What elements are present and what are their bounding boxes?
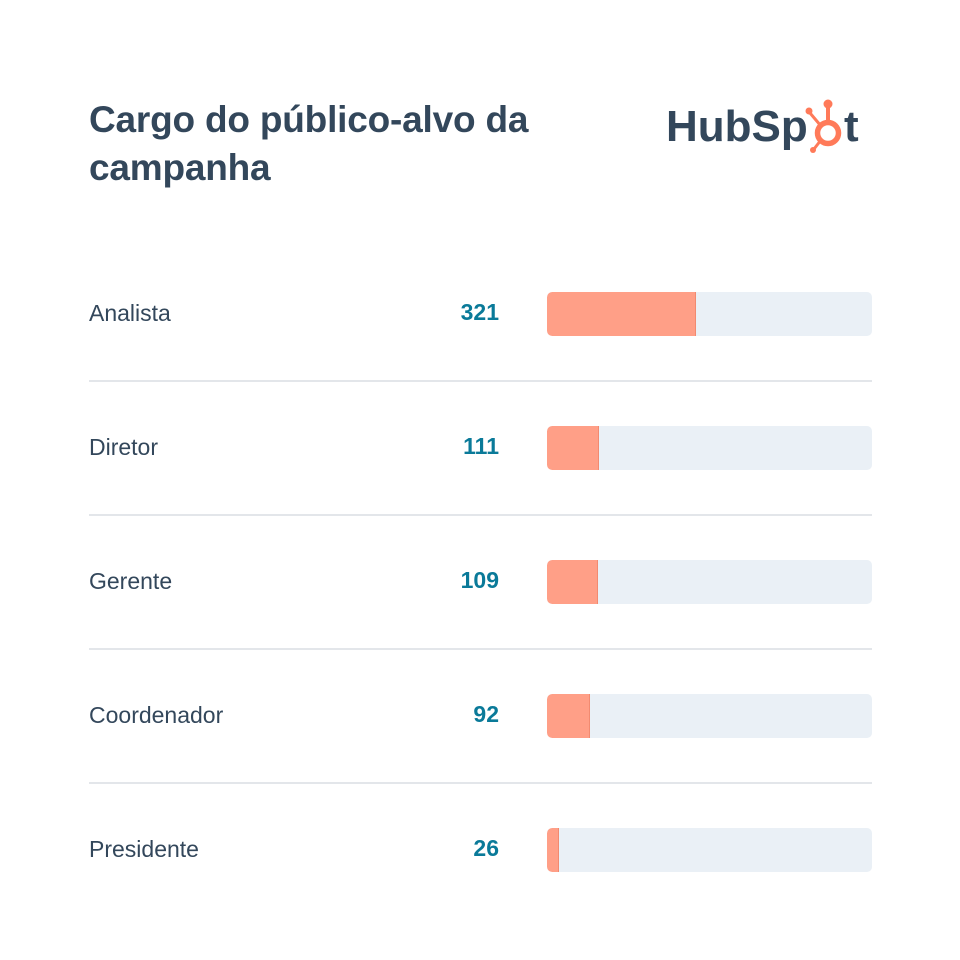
bar-fill xyxy=(547,292,697,336)
svg-text:t: t xyxy=(844,102,859,151)
row-value: 109 xyxy=(460,567,499,593)
row-label: Coordenador xyxy=(89,702,224,728)
bar-fill xyxy=(547,828,560,872)
row-label: Gerente xyxy=(89,568,173,594)
bar-fill xyxy=(547,426,599,470)
bar-track xyxy=(547,828,872,872)
row-value: 321 xyxy=(460,299,499,325)
bar-list: Analista 321 Diretor 111 Gerente 109 Coo… xyxy=(89,248,872,918)
row-value: 26 xyxy=(473,835,499,861)
row-label: Diretor xyxy=(89,434,159,460)
bar-fill xyxy=(547,560,598,604)
bar-row: Presidente 26 xyxy=(89,784,872,918)
chart-title: Cargo do público-alvo da campanha xyxy=(89,99,529,188)
hubspot-logo: HubSp t xyxy=(666,94,872,154)
bar-row: Diretor 111 xyxy=(89,382,872,516)
row-label: Analista xyxy=(89,300,171,326)
bar-fill xyxy=(547,694,590,738)
bar-track xyxy=(547,694,872,738)
bar-row: Analista 321 xyxy=(89,248,872,382)
row-value: 92 xyxy=(473,701,499,727)
svg-text:HubSp: HubSp xyxy=(666,102,808,151)
bar-track xyxy=(547,560,872,604)
row-label: Presidente xyxy=(89,836,199,862)
bar-row: Gerente 109 xyxy=(89,516,872,650)
bar-row: Coordenador 92 xyxy=(89,650,872,784)
hubspot-logo-icon: HubSp t xyxy=(666,99,859,153)
row-value: 111 xyxy=(463,433,499,459)
bar-track xyxy=(547,292,872,336)
bar-track xyxy=(547,426,872,470)
